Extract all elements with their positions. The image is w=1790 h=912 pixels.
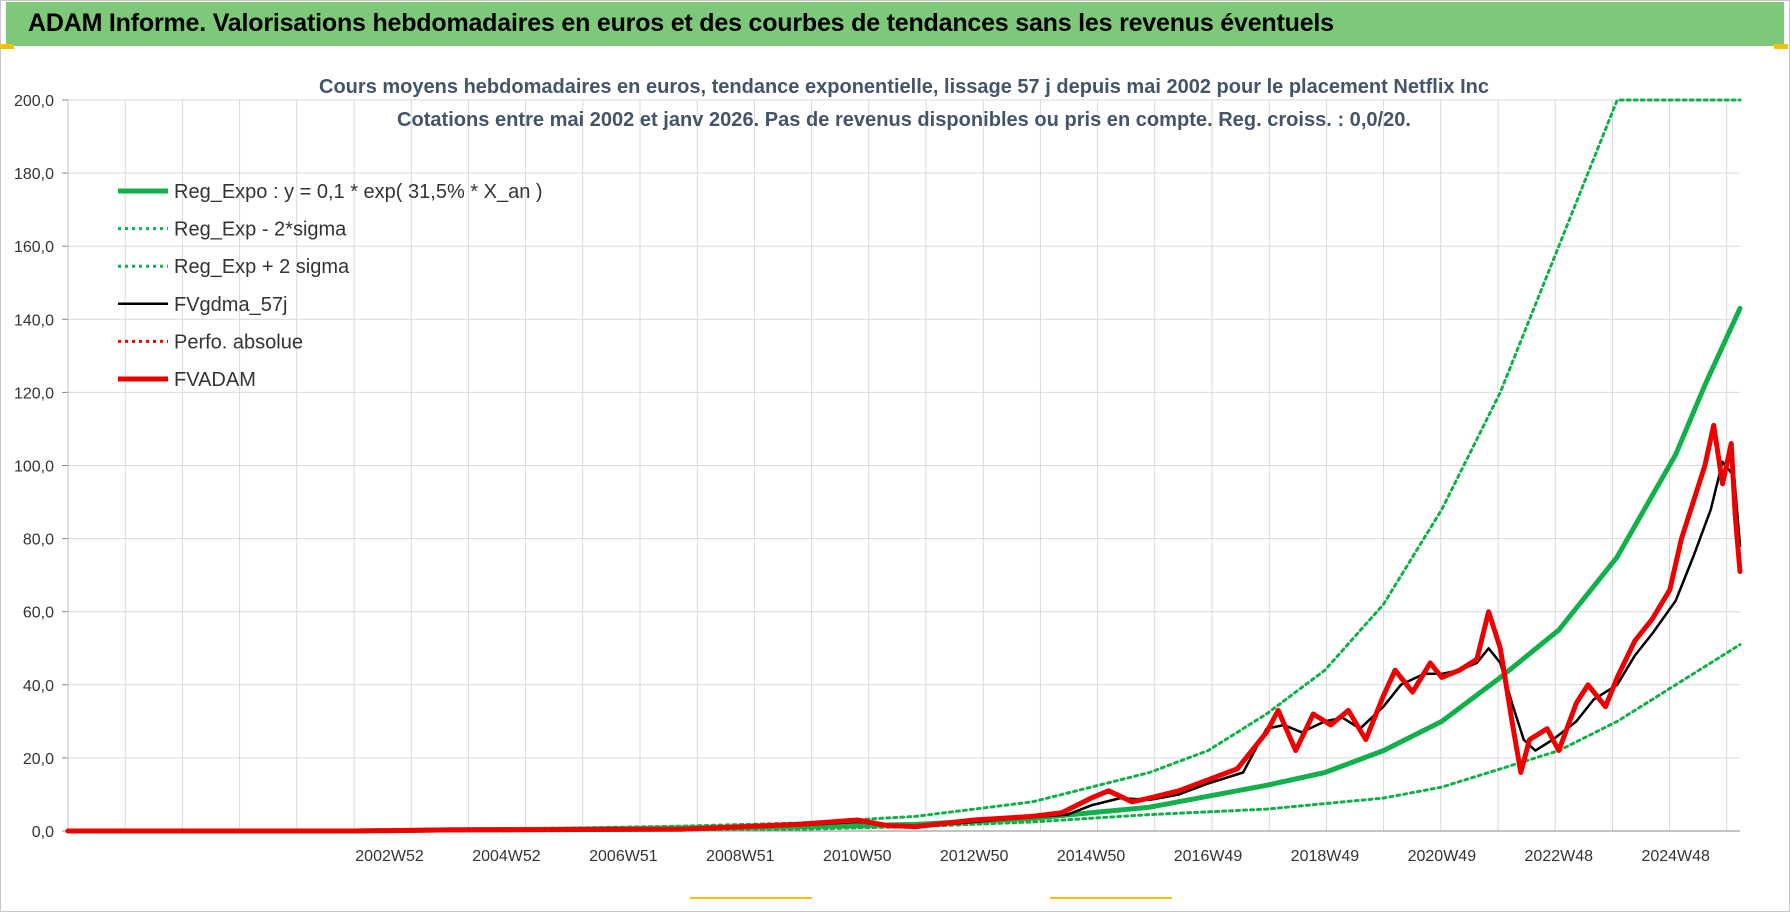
legend-label: Reg_Expo : y = 0,1 * exp( 31,5% * X_an )	[174, 181, 543, 203]
corner-marker-right	[1774, 44, 1788, 49]
corner-marker-left	[0, 44, 14, 49]
legend-label: Reg_Exp + 2 sigma	[174, 256, 350, 278]
x-tick-label: 2018W49	[1291, 848, 1360, 865]
x-tick-label: 2022W48	[1525, 848, 1594, 865]
x-tick-label: 2008W51	[706, 848, 775, 865]
y-tick-label: 40,0	[23, 678, 54, 695]
y-tick-label: 140,0	[14, 312, 54, 329]
bottom-marker-1	[690, 897, 812, 899]
y-tick-label: 20,0	[23, 751, 54, 768]
x-tick-label: 2002W52	[355, 848, 424, 865]
legend-label: Perfo. absolue	[174, 331, 303, 353]
y-tick-label: 160,0	[14, 239, 54, 256]
page-title: ADAM Informe. Valorisations hebdomadaire…	[28, 9, 1334, 37]
y-tick-label: 180,0	[14, 166, 54, 183]
x-tick-label: 2012W50	[940, 848, 1009, 865]
legend-label: FVADAM	[174, 369, 256, 391]
x-tick-label: 2010W50	[823, 848, 892, 865]
x-tick-label: 2006W51	[589, 848, 658, 865]
x-tick-label: 2004W52	[472, 848, 541, 865]
header-banner: ADAM Informe. Valorisations hebdomadaire…	[6, 2, 1784, 46]
bottom-marker-2	[1050, 897, 1172, 899]
x-tick-label: 2020W49	[1408, 848, 1477, 865]
y-tick-label: 60,0	[23, 605, 54, 622]
series-line-1	[66, 643, 1742, 833]
y-tick-label: 120,0	[14, 385, 54, 402]
series-line-5	[65, 422, 1743, 834]
y-tick-label: 100,0	[14, 459, 54, 476]
x-tick-label: 2014W50	[1057, 848, 1126, 865]
y-tick-label: 80,0	[23, 532, 54, 549]
y-tick-label: 200,0	[14, 93, 54, 110]
legend-label: FVgdma_57j	[174, 294, 287, 316]
y-tick-label: 0,0	[32, 824, 54, 841]
legend-label: Reg_Exp - 2*sigma	[174, 219, 347, 241]
series-line-3	[66, 460, 1742, 833]
chart-title: Cours moyens hebdomadaires en euros, ten…	[319, 76, 1489, 98]
chart-subtitle: Cotations entre mai 2002 et janv 2026. P…	[397, 109, 1411, 131]
x-tick-label: 2016W49	[1174, 848, 1243, 865]
x-tick-label: 2024W48	[1641, 848, 1710, 865]
series-line-0	[65, 305, 1743, 834]
